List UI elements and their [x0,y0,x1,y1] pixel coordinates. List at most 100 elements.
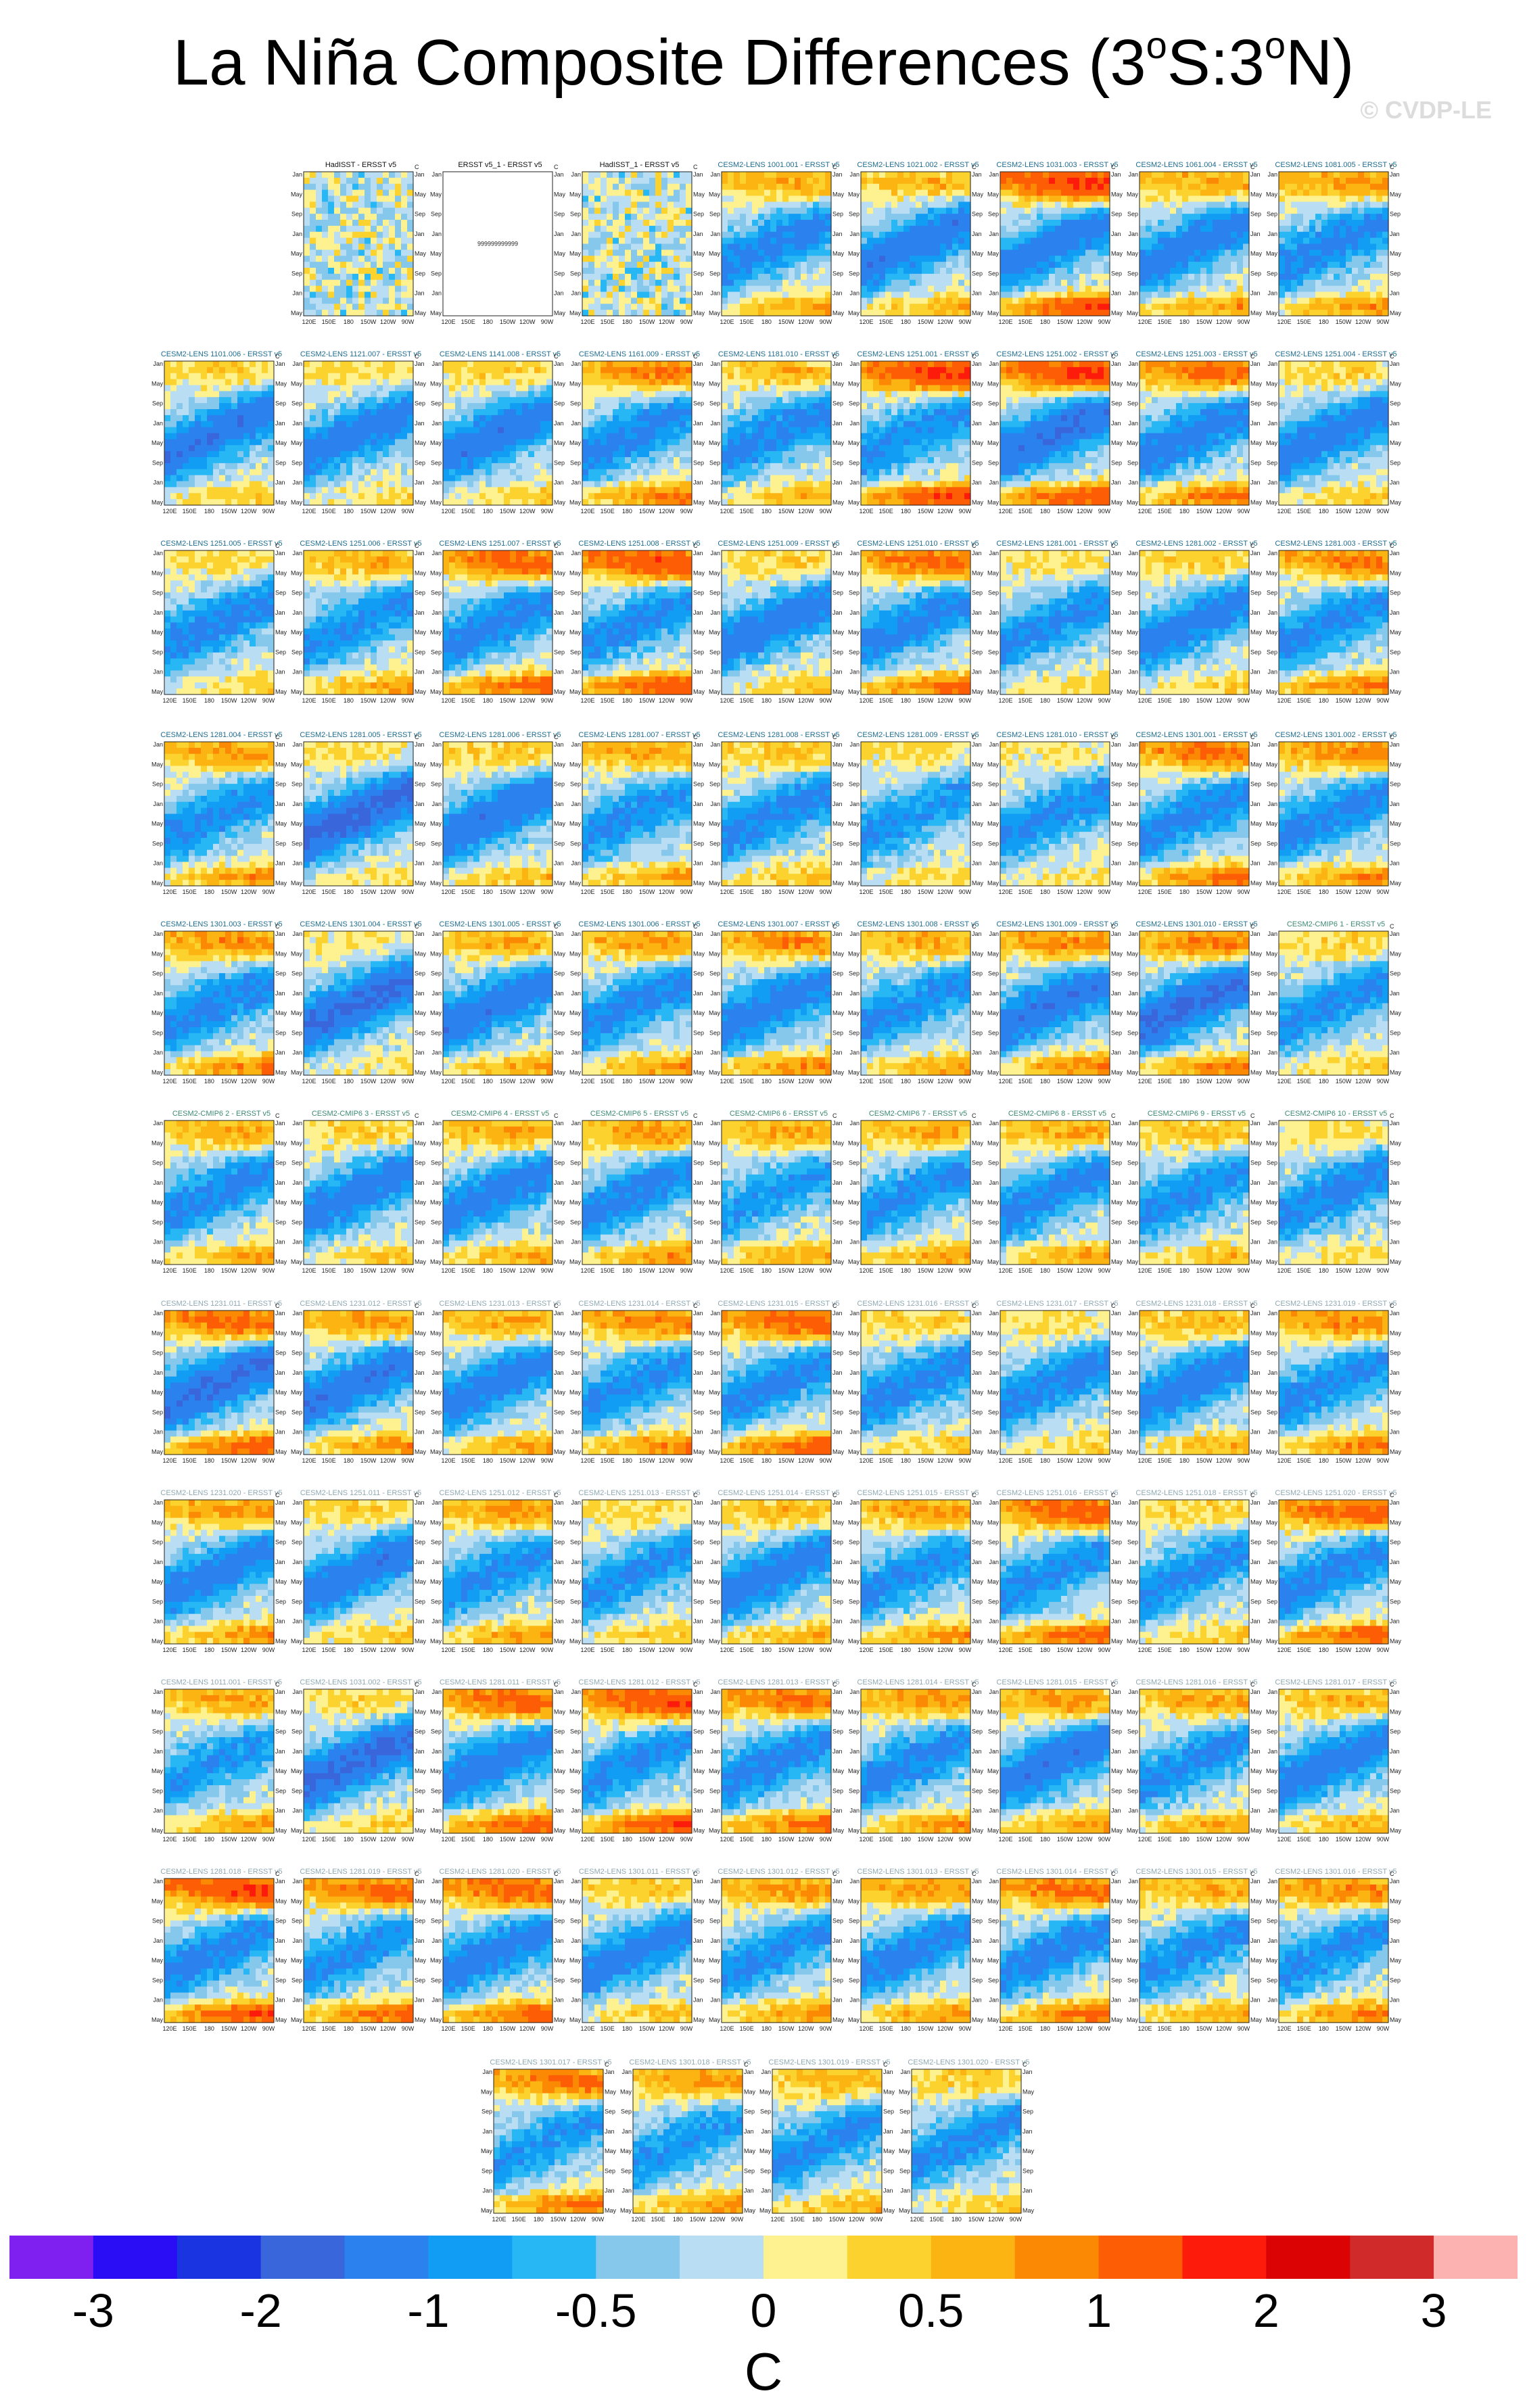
heatmap-cell [1037,208,1043,214]
heatmap-cell [867,177,874,185]
heatmap-cell [1334,256,1340,262]
heatmap-cell [1376,220,1383,227]
heatmap-cell [310,279,316,287]
heatmap-cell [903,214,910,220]
heatmap-cell [1382,279,1389,287]
heatmap-cell [897,273,904,281]
heatmap-cell [219,469,226,476]
heatmap-cell [613,285,619,293]
heatmap-cell [346,225,353,233]
heatmap-cell [801,202,807,208]
heatmap-cell [582,409,589,416]
heatmap-cell [674,397,680,404]
heatmap-cell [383,475,390,482]
heatmap-cell [588,451,595,458]
heatmap-cell [1206,183,1213,191]
heatmap-cell [467,469,474,476]
heatmap-cell [934,183,941,191]
heatmap-cell [1219,291,1225,298]
heatmap-cell [1012,279,1019,287]
heatmap-cell [1279,231,1286,239]
heatmap-cell [522,379,529,386]
heatmap-cell [1243,214,1250,220]
heatmap-cell [667,256,674,262]
heatmap-cell [680,409,686,416]
heatmap-cell [1297,214,1304,220]
heatmap-cell [1061,189,1068,197]
heatmap-cell [256,361,262,368]
x-tick-label: 120E [302,318,316,325]
heatmap-cell [667,475,674,482]
heatmap-cell [546,463,553,470]
heatmap-cell [1340,298,1346,304]
heatmap-cell [613,243,619,250]
heatmap-cell [1328,214,1334,220]
heatmap-cell [746,298,753,304]
heatmap-cell [492,475,498,482]
heatmap-cell [352,268,359,275]
heatmap-cell [322,202,329,208]
heatmap-cell [1043,273,1050,281]
y-tick-label: Sep [275,459,286,466]
heatmap-cell [1104,220,1110,227]
heatmap-cell [334,433,341,440]
heatmap-cell [1049,202,1056,208]
heatmap-cell [1104,279,1110,287]
y-tick-label: Sep [1127,270,1138,277]
heatmap-cell [649,379,656,386]
heatmap-cell [686,285,692,293]
heatmap-cell [1176,172,1183,179]
heatmap-cell [964,220,971,227]
heatmap-cell [1031,237,1037,245]
heatmap-cell [346,262,353,268]
heatmap-cell [789,279,795,287]
heatmap-cell [619,469,626,476]
heatmap-cell [667,385,674,392]
heatmap-cell [1291,256,1298,262]
heatmap-cell [528,361,535,368]
heatmap-cell [352,273,359,281]
heatmap-cell [540,469,547,476]
heatmap-cell [940,268,947,275]
heatmap-cell [819,268,826,275]
heatmap-cell [358,385,365,392]
heatmap-cell [377,202,383,208]
y-tick-label: Jan [693,290,703,297]
heatmap-cell [328,499,335,506]
heatmap-cell [625,273,632,281]
heatmap-cell [534,403,541,410]
heatmap-cell [383,481,390,488]
heatmap-cell [486,361,492,368]
heatmap-cell [625,421,632,428]
heatmap-cell [213,463,220,470]
heatmap-cell [1352,220,1359,227]
heatmap-cell [1321,243,1328,250]
heatmap-cell [752,237,759,245]
heatmap-cell [588,231,595,239]
heatmap-cell [1213,214,1219,220]
heatmap-cell [625,220,632,227]
heatmap-cell [601,208,607,214]
heatmap-cell [213,397,220,404]
y-tick-label: Sep [570,211,581,218]
heatmap-cell [316,451,323,458]
heatmap-cell [891,189,898,197]
heatmap-cell [667,189,674,197]
heatmap-cell [1091,220,1098,227]
heatmap-cell [407,304,414,310]
heatmap-cell [813,310,820,316]
heatmap-cell [867,214,874,220]
heatmap-cell [964,262,971,268]
heatmap-cell [189,469,195,476]
heatmap-cell [1346,291,1353,298]
heatmap-cell [316,189,323,197]
heatmap-cell [922,273,929,281]
heatmap-cell [358,195,365,202]
heatmap-cell [334,463,341,470]
heatmap-cell [1297,220,1304,227]
heatmap-cell [310,208,316,214]
heatmap-cell [352,237,359,245]
heatmap-cell [819,225,826,233]
heatmap-cell [1140,208,1146,214]
heatmap-cell [607,403,613,410]
